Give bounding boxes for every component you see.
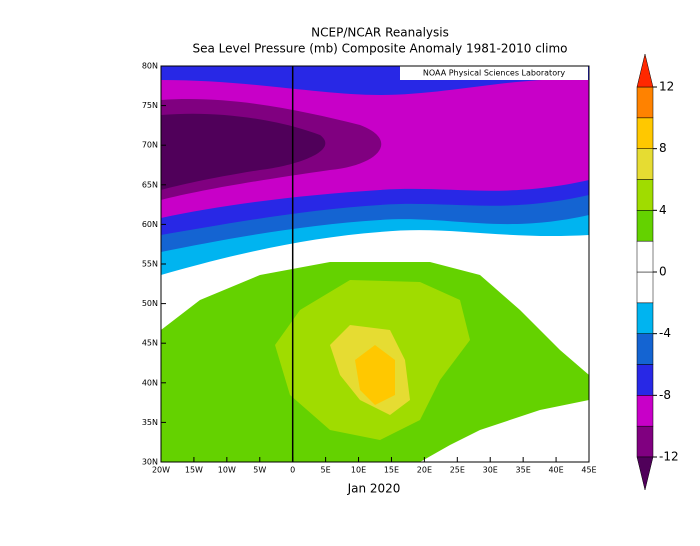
- x-tick-label: 10W: [218, 466, 236, 475]
- x-tick-label: 5W: [253, 466, 266, 475]
- colorbar-band: [636, 333, 654, 365]
- y-tick-label: 50N: [142, 299, 158, 308]
- y-tick-label: 45N: [142, 339, 158, 348]
- x-tick-label: 10E: [351, 466, 366, 475]
- x-tick-label: 20E: [417, 466, 432, 475]
- x-tick-label: 20W: [152, 466, 170, 475]
- x-tick-label: 5E: [321, 466, 331, 475]
- x-tick-label: 35E: [516, 466, 531, 475]
- colorbar-tick-label: -4: [659, 326, 671, 340]
- x-tick-label: 15W: [185, 466, 203, 475]
- colorbar-band: [636, 210, 654, 242]
- colorbar-tick-label: -12: [659, 450, 679, 464]
- colorbar-over: [636, 53, 654, 88]
- x-tick-label: 40E: [548, 466, 563, 475]
- x-tick-label: 0: [290, 466, 295, 475]
- colorbar-band: [636, 240, 654, 273]
- y-tick-label: 30N: [142, 458, 158, 467]
- x-tick-label: 25E: [450, 466, 465, 475]
- colorbar-under: [636, 456, 654, 491]
- colorbar-band: [636, 302, 654, 334]
- y-tick-label: 75N: [142, 101, 158, 110]
- colorbar-tick-label: 4: [659, 203, 667, 217]
- colorbar-band: [636, 395, 654, 427]
- y-tick-label: 65N: [142, 180, 158, 189]
- gold-region: [355, 345, 395, 405]
- map-field: [161, 66, 589, 462]
- credit-box: [400, 66, 588, 80]
- y-tick-label: 35N: [142, 418, 158, 427]
- y-tick-label: 40N: [142, 378, 158, 387]
- x-tick-label: 15E: [384, 466, 399, 475]
- title: NCEP/NCAR Reanalysis: [311, 26, 449, 40]
- colorbar-tick-label: 8: [659, 141, 667, 155]
- colorbar-band: [636, 271, 654, 304]
- x-tick-label: 30E: [483, 466, 498, 475]
- y-tick-label: 70N: [142, 141, 158, 150]
- credit: NOAA Physical Sciences Laboratory: [423, 69, 566, 78]
- colorbar-band: [636, 117, 654, 149]
- y-tick-label: 55N: [142, 260, 158, 269]
- subtitle: Sea Level Pressure (mb) Composite Anomal…: [192, 42, 567, 56]
- colorbar-tick-label: 0: [659, 265, 667, 279]
- colorbar-band: [636, 179, 654, 211]
- colorbar-band: [636, 86, 654, 119]
- colorbar-tick-label: -8: [659, 388, 671, 402]
- colorbar-band: [636, 148, 654, 180]
- colorbar-tick-label: 12: [659, 80, 674, 94]
- x-tick-label: 45E: [581, 466, 596, 475]
- darkpurple-core: [161, 113, 326, 190]
- period-label: Jan 2020: [347, 482, 401, 496]
- colorbar-band: [636, 425, 654, 458]
- colorbar-band: [636, 364, 654, 396]
- y-tick-label: 60N: [142, 220, 158, 229]
- y-tick-label: 80N: [142, 62, 158, 71]
